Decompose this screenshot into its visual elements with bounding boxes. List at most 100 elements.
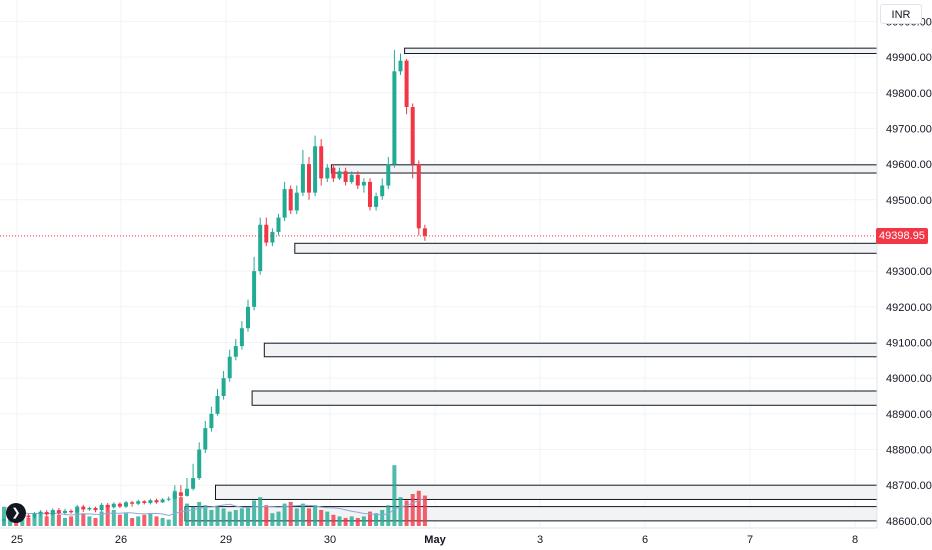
candle-body (233, 346, 238, 357)
tradingview-logo-icon[interactable]: ❯ (6, 503, 26, 523)
candle-body (410, 107, 415, 165)
candle-body (300, 164, 305, 193)
candle-body (374, 196, 379, 207)
volume-bar (288, 502, 293, 526)
volume-bar (410, 494, 415, 526)
volume-bar (148, 513, 153, 526)
candle-body (349, 174, 354, 182)
candle-body (276, 217, 281, 232)
price-tick-label: 49700.00 (886, 123, 932, 135)
currency-button[interactable]: INR (880, 4, 922, 24)
volume-bar (191, 506, 196, 526)
volume-bar (355, 518, 360, 526)
plot-background (0, 0, 877, 528)
candle-body (117, 503, 122, 507)
volume-bar (386, 505, 391, 526)
candle-body (221, 378, 226, 396)
price-axis[interactable]: 50000.0049900.0049800.0049700.0049600.00… (886, 16, 932, 527)
volume-bar (294, 508, 299, 526)
volume-bar (313, 505, 318, 526)
price-tick-label: 49000.00 (886, 373, 932, 385)
volume-bar (56, 514, 61, 526)
candle-body (264, 224, 269, 243)
candle-body (69, 510, 74, 513)
zone-rectangle (215, 484, 878, 500)
volume-bar (239, 508, 244, 526)
volume-bar (38, 511, 43, 526)
candle-body (288, 189, 293, 211)
candle-body (270, 231, 275, 243)
volume-bar (130, 518, 135, 526)
volume-bar (63, 518, 67, 526)
volume-bar (99, 511, 104, 526)
candle-body (343, 171, 348, 182)
volume-bar (343, 518, 348, 526)
candle-body (282, 189, 287, 218)
candle-body (392, 71, 397, 165)
volume-bar (32, 513, 37, 526)
candle-body (422, 228, 427, 236)
candle-body (331, 167, 336, 179)
volume-bar (215, 506, 220, 526)
zone-rectangle (251, 390, 878, 406)
candle-body (130, 502, 135, 504)
volume-bar (69, 516, 74, 526)
candle-body (93, 508, 98, 511)
price-tick-label: 49600.00 (886, 159, 932, 171)
candle-body (319, 146, 324, 179)
volume-bar (246, 506, 250, 526)
candle-body (191, 478, 196, 489)
volume-bar (172, 490, 177, 526)
last-price-badge: 49398.95 (876, 227, 928, 244)
volume-bar (258, 497, 263, 526)
candle-body (50, 510, 55, 515)
volume-bar (233, 510, 238, 526)
volume-bar (203, 505, 208, 526)
volume-bar (270, 513, 275, 526)
candle-body (178, 492, 183, 496)
volume-bar (392, 465, 397, 526)
volume-bar (282, 503, 287, 526)
candle-body (2, 519, 6, 521)
volume-bar (20, 516, 25, 526)
candle-body (166, 498, 171, 500)
price-tick-label: 49200.00 (886, 302, 932, 314)
volume-bar (404, 500, 409, 526)
candle-body (294, 192, 299, 211)
price-tick-label: 49900.00 (886, 52, 932, 64)
candle-body (99, 504, 104, 511)
volume-bar (93, 518, 98, 526)
candles (2, 49, 427, 525)
candle-body (325, 167, 330, 179)
candle-body (203, 428, 208, 450)
volume-bar (44, 516, 49, 526)
volume-bar (185, 503, 189, 526)
candle-body (56, 510, 61, 514)
volume-bar (221, 508, 226, 526)
time-tick-label: 30 (324, 534, 336, 546)
candle-body (404, 60, 409, 108)
candle-body (209, 413, 214, 429)
time-axis[interactable]: 25 26 29 30 May 3 6 7 8 (11, 534, 858, 546)
zone-rectangle (330, 164, 878, 174)
candle-body (26, 515, 31, 518)
volume-bar (227, 511, 232, 526)
candle-body (32, 513, 37, 518)
candle-body (337, 171, 342, 179)
candle-body (227, 356, 232, 379)
candle-body (197, 449, 202, 479)
candle-body (380, 185, 385, 197)
candle-body (75, 506, 80, 513)
candle-body (136, 501, 141, 504)
volume-bar (380, 510, 385, 526)
volume-bar (111, 510, 116, 526)
volume-bar (105, 505, 110, 526)
volume-bar (374, 513, 379, 526)
volume-bar (276, 511, 281, 526)
candle-body (361, 181, 366, 186)
volume-bar (307, 508, 311, 526)
price-tick-label: 49800.00 (886, 88, 932, 100)
volume-bar (160, 518, 165, 526)
candle-body (148, 500, 153, 504)
